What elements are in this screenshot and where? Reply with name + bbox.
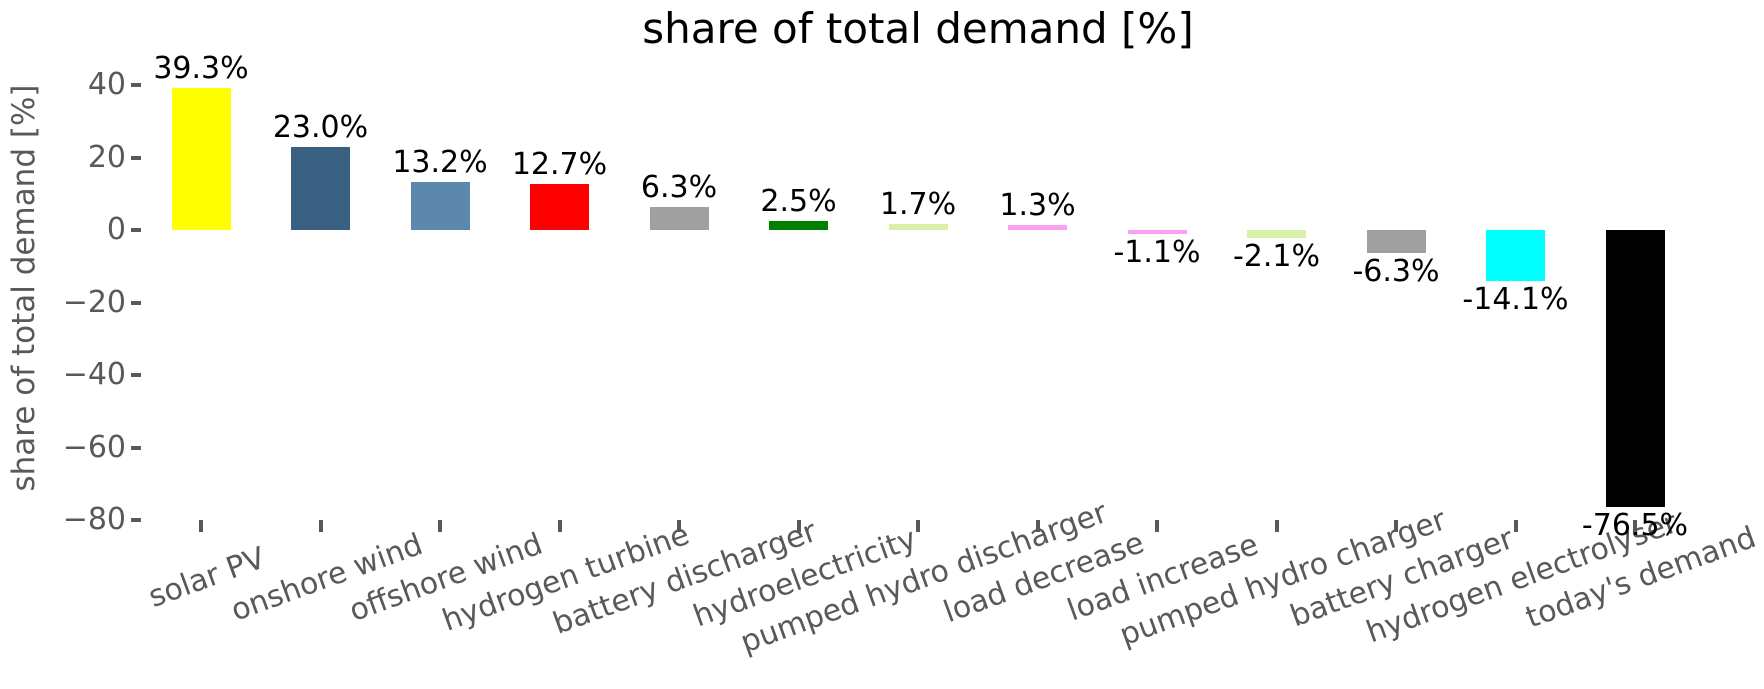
y-axis-tick-label: −20 <box>62 284 126 320</box>
bar-hydroelectricity <box>769 220 828 230</box>
y-axis-tick <box>131 445 141 450</box>
chart-title: share of total demand [%] <box>642 4 1194 53</box>
bar-value-label: 1.7% <box>879 186 957 222</box>
bar-hydrogen-turbine <box>530 183 589 230</box>
y-axis-tick <box>131 228 141 232</box>
y-axis-tick-label: −40 <box>62 357 126 392</box>
bar-value-label: 2.5% <box>760 183 837 219</box>
x-axis-tick <box>1155 520 1159 532</box>
bar-value-label: 1.3% <box>999 188 1076 224</box>
y-axis-tick <box>131 155 141 160</box>
y-axis-tick-label: 0 <box>106 212 126 247</box>
y-axis-tick-label: −60 <box>62 429 126 465</box>
bar-value-label: 23.0% <box>272 109 369 145</box>
x-axis-tick <box>916 520 920 532</box>
bar-value-label: -6.3% <box>1352 253 1440 289</box>
bar-value-label: 6.3% <box>640 170 718 206</box>
bar-value-label: -1.1% <box>1113 234 1201 270</box>
y-axis-tick <box>131 300 141 305</box>
x-axis-tick <box>796 520 801 532</box>
bar-pumped-hydro-charger <box>1247 230 1306 238</box>
bar-pumped-hydro-discharger <box>888 223 948 230</box>
x-axis-tick <box>1274 520 1279 532</box>
bar-onshore-wind <box>291 146 350 230</box>
x-axis-tick <box>438 520 442 532</box>
bar-load-decrease <box>1008 225 1067 230</box>
y-axis-tick <box>131 518 141 522</box>
y-axis-tick-label: 20 <box>87 139 126 175</box>
y-axis-tick <box>131 83 141 87</box>
y-axis-tick-label: 40 <box>87 67 126 102</box>
bar-load-increase <box>1127 230 1187 234</box>
x-axis-tick <box>1035 520 1040 532</box>
bar-battery-discharger <box>649 207 709 230</box>
bar-offshore-wind <box>410 182 470 230</box>
bar-solar-pv <box>171 87 231 230</box>
x-axis-tick <box>1513 520 1518 532</box>
y-axis-tick <box>131 373 141 377</box>
bar-hydrogen-electrolyser <box>1486 230 1545 282</box>
bar-value-label: 39.3% <box>153 50 249 86</box>
bar-value-label: -2.1% <box>1232 238 1321 274</box>
bar-value-label: 13.2% <box>392 145 488 181</box>
x-axis-tick <box>199 520 203 532</box>
x-axis-tick <box>1633 520 1637 532</box>
x-axis-tick <box>318 520 323 532</box>
bar-today-s-demand <box>1605 230 1665 508</box>
y-axis-tick-label: −80 <box>62 502 126 537</box>
x-axis-tick <box>677 520 681 532</box>
bar-value-label: 12.7% <box>511 146 608 182</box>
x-axis-tick <box>557 520 562 532</box>
bar-battery-charger <box>1366 230 1426 253</box>
bar-value-label: -14.1% <box>1462 282 1569 318</box>
x-axis-tick <box>1394 520 1398 532</box>
